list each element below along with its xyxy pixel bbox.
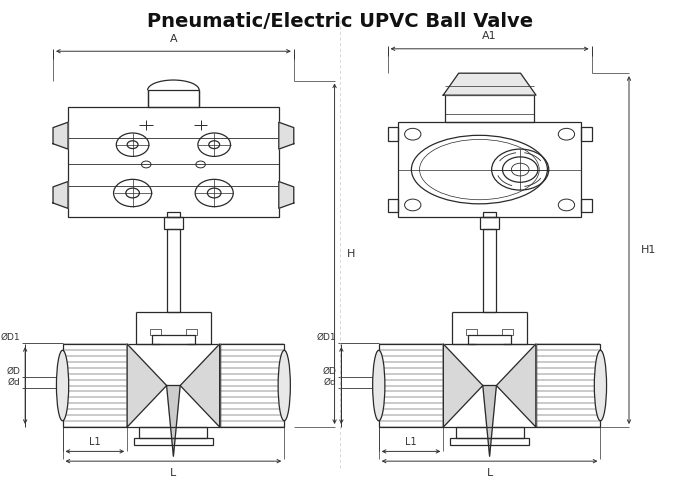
Ellipse shape (594, 350, 607, 421)
Polygon shape (167, 386, 180, 456)
Bar (379, 344, 443, 427)
Text: H1: H1 (641, 245, 657, 255)
Bar (483, 229, 496, 312)
Bar (152, 335, 195, 344)
Polygon shape (279, 182, 294, 208)
Bar (68, 107, 279, 217)
Bar (220, 344, 284, 427)
Bar (480, 217, 499, 229)
Bar (502, 329, 513, 335)
Bar (127, 344, 220, 427)
Bar (148, 90, 199, 107)
Text: L: L (486, 468, 493, 478)
Bar (445, 95, 534, 122)
Bar (186, 329, 197, 335)
Text: L1: L1 (89, 437, 101, 447)
Text: ØD: ØD (323, 367, 337, 376)
Bar (150, 329, 161, 335)
Bar (466, 329, 477, 335)
Text: ØD1: ØD1 (1, 333, 20, 342)
Bar (581, 127, 592, 141)
Bar (63, 344, 127, 427)
Text: ØD1: ØD1 (317, 333, 337, 342)
Polygon shape (279, 122, 294, 149)
Text: Pneumatic/Electric UPVC Ball Valve: Pneumatic/Electric UPVC Ball Valve (147, 12, 533, 31)
Text: L: L (170, 468, 177, 478)
Bar (167, 229, 180, 312)
Bar (388, 127, 398, 141)
Bar (139, 427, 207, 438)
Ellipse shape (373, 350, 385, 421)
Bar (468, 335, 511, 344)
Polygon shape (127, 344, 167, 427)
Text: A: A (169, 34, 177, 44)
Bar (536, 344, 600, 427)
Ellipse shape (278, 350, 290, 421)
Bar (443, 344, 536, 427)
Bar (456, 427, 524, 438)
Bar (450, 438, 529, 445)
Bar (483, 212, 496, 217)
Text: ØD: ØD (7, 367, 20, 376)
Bar (164, 217, 183, 229)
Text: A1: A1 (482, 32, 497, 41)
Bar (167, 212, 180, 217)
Ellipse shape (56, 350, 69, 421)
Polygon shape (483, 386, 496, 456)
Text: H: H (347, 249, 355, 259)
Polygon shape (443, 73, 536, 95)
Text: L1: L1 (405, 437, 417, 447)
Polygon shape (53, 122, 68, 149)
Polygon shape (443, 344, 483, 427)
Bar (581, 199, 592, 212)
Bar (388, 199, 398, 212)
Text: Ød: Ød (324, 378, 337, 387)
Bar (398, 122, 581, 217)
Text: Ød: Ød (7, 378, 20, 387)
Bar (134, 438, 213, 445)
Polygon shape (53, 182, 68, 208)
Polygon shape (496, 344, 536, 427)
Polygon shape (180, 344, 220, 427)
